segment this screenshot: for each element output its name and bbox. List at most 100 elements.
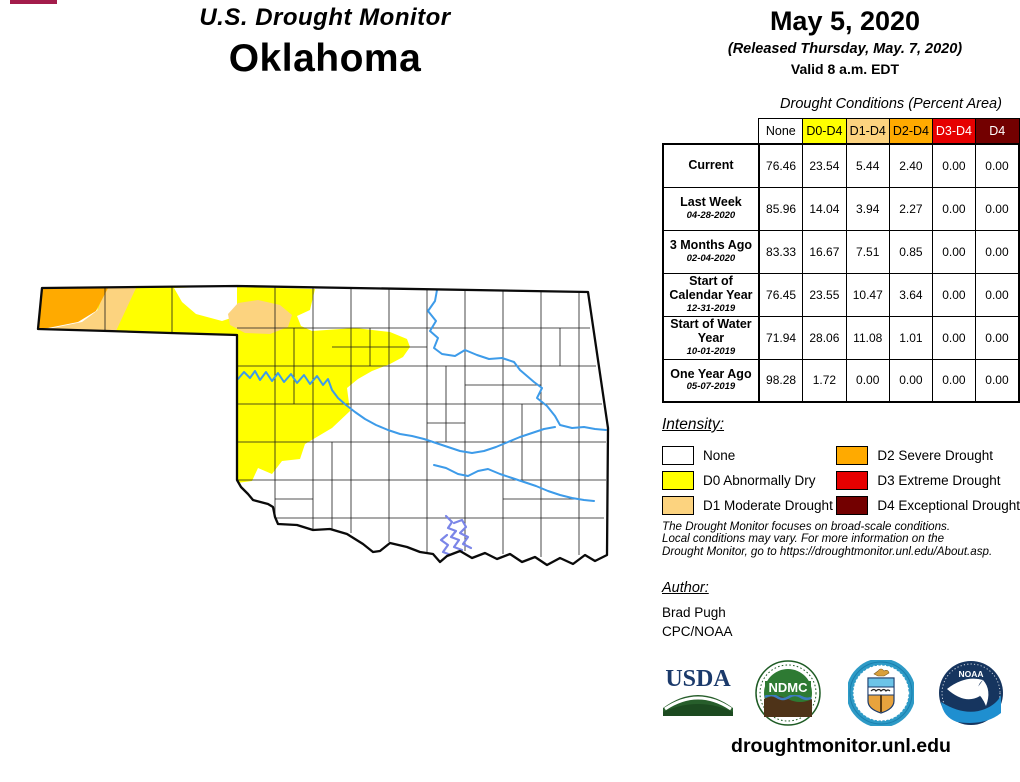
- map-date: May 5, 2020: [769, 6, 921, 36]
- table-cell: 0.00: [845, 358, 890, 403]
- row-label-text: 3 Months Ago: [669, 237, 753, 252]
- legend-swatch: [836, 496, 869, 515]
- table-header-row: None D0-D4 D1-D4 D2-D4 D3-D4 D4: [663, 118, 1020, 145]
- usda-logo: USDA: [662, 666, 734, 721]
- table-cell: 71.94: [758, 315, 804, 360]
- table-cell: 0.00: [931, 143, 976, 188]
- legend-columns: None D0 Abnormally Dry D1 Moderate Drought…: [662, 443, 1020, 518]
- footer-url: droughtmonitor.unl.edu: [731, 735, 951, 757]
- drought-conditions-table: None D0-D4 D1-D4 D2-D4 D3-D4 D4 Current 76.46 2…: [662, 118, 1020, 403]
- ndmc-seal-icon: NDMC: [755, 660, 821, 726]
- row-label: One Year Ago 05-07-2019: [662, 358, 760, 403]
- legend-title: Intensity:: [662, 416, 725, 433]
- usda-wordmark: USDA: [665, 666, 731, 692]
- ndmc-logo: NDMC: [755, 660, 821, 731]
- valid-time: Valid 8 a.m. EDT: [790, 61, 900, 77]
- legend-swatch: [836, 446, 869, 465]
- table-cell: 3.94: [845, 186, 890, 231]
- table-cell: 3.64: [888, 272, 933, 317]
- legend-swatch: [836, 471, 869, 490]
- table-cell: 5.44: [845, 143, 890, 188]
- table-cell: 11.08: [845, 315, 890, 360]
- column-header-d3-d4: D3-D4: [931, 118, 976, 145]
- legend-item-label: D2 Severe Drought: [877, 448, 993, 463]
- legend-item: D2 Severe Drought: [836, 443, 1020, 468]
- title-block: U.S. Drought Monitor Oklahoma: [120, 4, 530, 81]
- table-body: Current 76.46 23.54 5.44 2.40 0.00 0.00 Last We…: [662, 143, 1020, 403]
- usda-swoosh-icon: [663, 695, 733, 716]
- table-row: Start of Calendar Year 12-31-2019 76.45 23.…: [662, 272, 1020, 317]
- oklahoma-drought-map: [36, 284, 610, 567]
- table-cell: 76.46: [758, 143, 804, 188]
- legend-swatch: [662, 496, 694, 515]
- table-cell: 14.04: [802, 186, 847, 231]
- legend-item: D0 Abnormally Dry: [662, 468, 836, 493]
- table-cell: 0.00: [974, 229, 1020, 274]
- legend-swatch: [662, 471, 694, 490]
- disclaimer-line: Drought Monitor, go to https://droughtmo…: [662, 544, 993, 558]
- row-label-text: Current: [688, 157, 734, 172]
- table-cell: 0.00: [931, 229, 976, 274]
- commerce-seal-icon: [846, 658, 916, 728]
- table-cell: 7.51: [845, 229, 890, 274]
- disclaimer-line: Local conditions may vary. For more info…: [662, 532, 945, 546]
- legend-swatch: [662, 446, 694, 465]
- d1-junction-region: [228, 300, 292, 334]
- row-label: Last Week 04-28-2020: [662, 186, 760, 231]
- drought-table: None D0-D4 D1-D4 D2-D4 D3-D4 D4 Current 76.46 2…: [662, 118, 1020, 403]
- row-label-date: 02-04-2020: [686, 252, 736, 264]
- table-cell: 23.55: [802, 272, 847, 317]
- legend-item-label: None: [703, 448, 736, 463]
- table-row: 3 Months Ago 02-04-2020 83.33 16.67 7.51 0.85…: [662, 229, 1020, 274]
- legend-item-label: D1 Moderate Drought: [703, 498, 833, 513]
- state-outline: [36, 284, 610, 567]
- row-label: Current: [662, 143, 760, 188]
- author-name: Brad Pugh: [662, 605, 726, 620]
- author-org: CPC/NOAA: [662, 624, 733, 639]
- legend-item: D1 Moderate Drought: [662, 493, 836, 518]
- table-cell: 0.00: [974, 315, 1020, 360]
- table-cell: 10.47: [845, 272, 890, 317]
- agency-logos: USDA NDMC: [660, 658, 1020, 731]
- column-header-d0-d4: D0-D4: [802, 118, 847, 145]
- table-cell: 0.00: [931, 315, 976, 360]
- intensity-legend: Intensity: None D0 Abnormally Dry D1 Moder…: [662, 416, 1020, 518]
- column-header-none: None: [758, 118, 804, 145]
- disclaimer-line: The Drought Monitor focuses on broad-sca…: [662, 520, 951, 533]
- column-header-d2-d4: D2-D4: [888, 118, 933, 145]
- legend-item-label: D0 Abnormally Dry: [703, 473, 816, 488]
- table-cell: 83.33: [758, 229, 804, 274]
- table-cell: 0.00: [931, 272, 976, 317]
- table-cell: 2.27: [888, 186, 933, 231]
- table-cell: 98.28: [758, 358, 804, 403]
- table-row: One Year Ago 05-07-2019 98.28 1.72 0.00 0.00 0…: [662, 358, 1020, 403]
- column-header-d1-d4: D1-D4: [845, 118, 890, 145]
- table-row: Current 76.46 23.54 5.44 2.40 0.00 0.00: [662, 143, 1020, 188]
- table-cell: 0.00: [974, 186, 1020, 231]
- table-caption: Drought Conditions (Percent Area): [780, 96, 1002, 112]
- table-cell: 2.40: [888, 143, 933, 188]
- legend-item: None: [662, 443, 836, 468]
- top-left-red-bar: [10, 0, 57, 4]
- none-notch-region: [174, 286, 237, 321]
- table-cell: 0.00: [931, 186, 976, 231]
- column-header-d4: D4: [974, 118, 1020, 145]
- row-label-text: Last Week: [680, 194, 742, 209]
- state-title: Oklahoma: [228, 37, 422, 80]
- table-cell: 0.00: [974, 358, 1020, 403]
- date-block: May 5, 2020 (Released Thursday, May. 7, …: [693, 6, 997, 77]
- ndmc-wordmark: NDMC: [769, 680, 809, 695]
- arkansas-river: [427, 289, 607, 431]
- row-label-text: Start of Calendar Year: [669, 274, 753, 302]
- legend-item: D3 Extreme Drought: [836, 468, 1020, 493]
- row-label: Start of Calendar Year 12-31-2019: [662, 272, 760, 317]
- row-label-date: 12-31-2019: [686, 302, 736, 314]
- legend-column-left: None D0 Abnormally Dry D1 Moderate Drought: [662, 443, 836, 518]
- table-cell: 85.96: [758, 186, 804, 231]
- author-heading: Author:: [662, 580, 709, 596]
- table-header-spacer: [663, 118, 759, 144]
- row-label-text: Start of Water Year: [670, 317, 752, 345]
- released-date: (Released Thursday, May. 7, 2020): [727, 41, 963, 57]
- legend-item: D4 Exceptional Drought: [836, 493, 1020, 518]
- report-title: U.S. Drought Monitor: [199, 4, 451, 31]
